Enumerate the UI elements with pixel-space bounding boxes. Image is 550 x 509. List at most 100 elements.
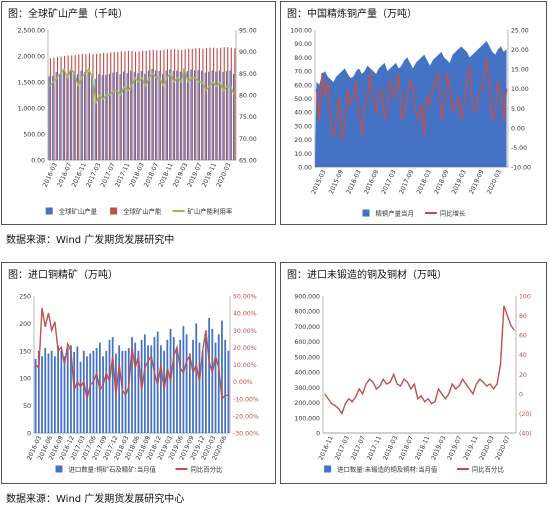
bar	[92, 350, 95, 433]
chart-global-mine-output: 0.00 500.00 1,000.00 1,500.00 2,000.00 2,500.…	[17, 28, 257, 216]
bar	[76, 74, 79, 160]
bar	[137, 73, 139, 160]
bar	[185, 334, 188, 433]
bar	[156, 50, 158, 160]
bar	[123, 71, 125, 160]
bar	[117, 51, 119, 161]
bar	[91, 74, 93, 160]
left-tick-label: 40.00	[294, 110, 312, 117]
right-tick-label: 100	[519, 294, 531, 301]
bar	[52, 75, 54, 160]
bar	[105, 350, 108, 433]
bar	[222, 72, 224, 160]
bar	[59, 74, 61, 160]
bar	[147, 70, 149, 160]
legend-swatch	[55, 465, 63, 473]
left-tick-label: 50.00	[294, 96, 312, 103]
bar	[86, 356, 88, 433]
bar	[95, 348, 98, 433]
x-tick-label: 2017-03	[380, 169, 397, 195]
x-tick-label: 2017-03	[334, 435, 351, 461]
left-tick-label: 0.00	[31, 158, 45, 165]
right-tick-label: 30.00%	[233, 328, 257, 335]
bar	[208, 71, 210, 160]
right-tick-label: -10.00%	[233, 396, 259, 403]
bar	[198, 342, 201, 433]
left-tick-label: 1,500.00	[17, 80, 45, 87]
left-tick-label: 500,000	[294, 354, 320, 361]
bar	[106, 52, 108, 160]
bar	[179, 71, 181, 160]
bar	[137, 350, 140, 433]
bar	[227, 47, 229, 160]
bar	[230, 47, 232, 160]
right-tick-label: 0.00%	[233, 379, 253, 386]
bar	[105, 74, 107, 160]
bar	[49, 58, 51, 160]
left-tick-label: 300,000	[294, 385, 320, 392]
right-tick-label: 65.00	[239, 158, 257, 165]
bar	[119, 74, 121, 160]
bar	[140, 71, 142, 160]
bar	[47, 353, 50, 433]
bar	[147, 345, 149, 433]
bar	[121, 350, 124, 433]
x-tick-label: 2020-03	[478, 435, 495, 461]
x-tick-label: 2016-03	[345, 169, 362, 195]
bar	[108, 73, 110, 160]
bar	[126, 73, 128, 160]
bar	[67, 55, 69, 161]
bar	[130, 70, 132, 160]
left-tick-label: 150	[19, 348, 31, 355]
left-tick-label: 0	[316, 431, 320, 438]
series-line	[315, 57, 508, 140]
right-tick-label: 85.00	[239, 71, 257, 78]
bar	[85, 53, 87, 160]
left-tick-label: 250	[19, 294, 31, 301]
left-tick-label: 0	[27, 431, 31, 438]
bar	[37, 350, 40, 433]
bar	[232, 73, 235, 160]
left-tick-label: 60.00	[294, 82, 312, 89]
bar	[143, 334, 146, 433]
bar	[95, 53, 98, 160]
chart-title: 图：中国精炼铜产量（万吨）	[287, 9, 417, 20]
left-tick-label: 200	[19, 321, 31, 328]
bar	[154, 70, 157, 160]
bar	[153, 337, 156, 433]
right-tick-label: -5.00	[511, 145, 527, 152]
bar	[183, 68, 185, 160]
bar	[41, 356, 43, 433]
x-tick-label: 2019-07	[446, 435, 463, 461]
legend-swatch	[110, 207, 118, 215]
right-tick-label: 25.00	[511, 28, 529, 35]
x-tick-label: 2015-09	[328, 169, 345, 195]
bar	[172, 71, 174, 160]
bar	[198, 48, 200, 161]
bar	[73, 71, 75, 160]
legend-label: 进口数量:铜矿石及精矿:当月值	[69, 465, 157, 474]
bar	[229, 70, 231, 160]
bar	[108, 339, 111, 433]
bar	[234, 48, 236, 161]
bar	[216, 48, 218, 161]
bar	[145, 50, 147, 160]
right-tick-label: 0.00	[511, 125, 525, 132]
bar	[34, 359, 37, 433]
bar	[201, 71, 203, 160]
right-tick-label: 20.00%	[233, 345, 257, 352]
right-tick-label: 60	[519, 333, 527, 340]
chart-title: 图：进口铜精矿（万吨）	[8, 270, 118, 281]
left-tick-label: 100,000	[294, 415, 320, 422]
x-tick-label: 2017-07	[350, 435, 367, 461]
bar	[165, 70, 167, 160]
bar	[149, 50, 151, 160]
bar	[53, 57, 55, 161]
bar	[113, 51, 115, 161]
x-tick-label: 2018-11	[414, 435, 431, 461]
bar	[163, 49, 165, 161]
bar	[74, 54, 76, 160]
bar	[169, 69, 171, 160]
left-tick-label: 400,000	[294, 370, 320, 377]
x-tick-label: 2017-09	[398, 169, 415, 195]
